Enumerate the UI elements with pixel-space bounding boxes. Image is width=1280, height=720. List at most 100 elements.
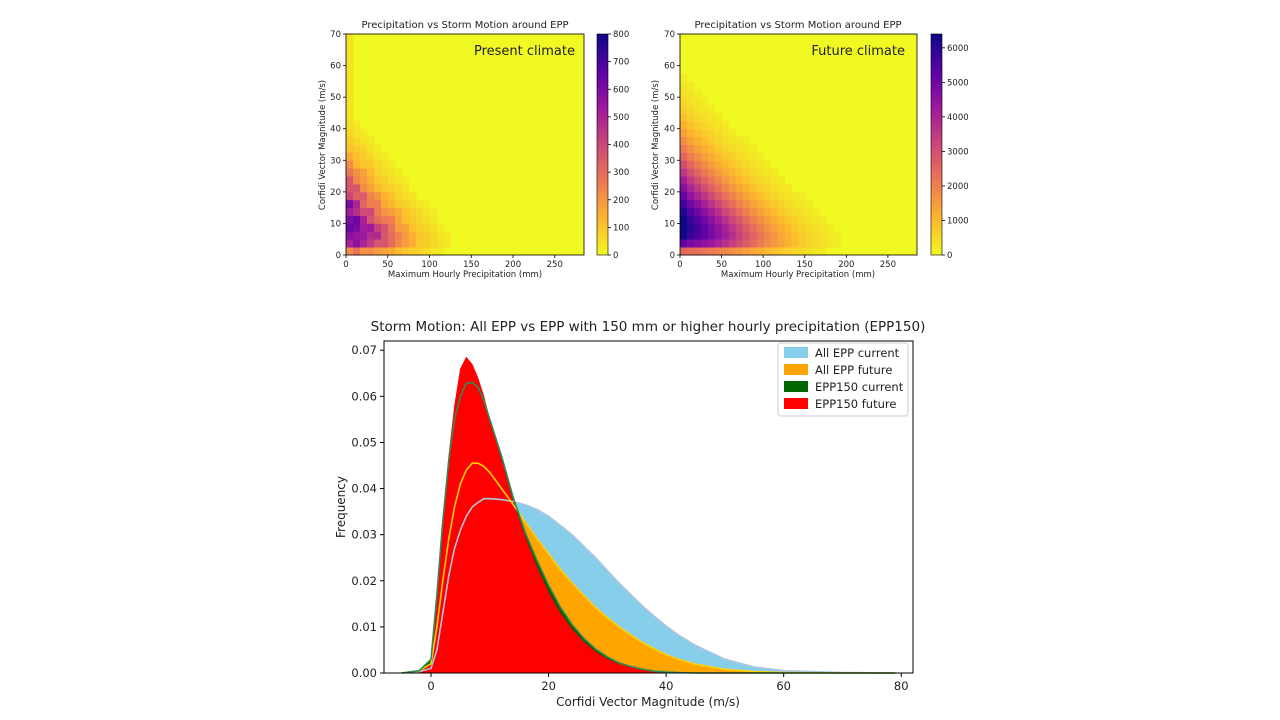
heatmap-xtick-label: 150	[463, 260, 479, 270]
heatmap-cell	[707, 199, 716, 209]
heatmap-cell	[742, 168, 751, 177]
heatmap-future-annotation: Future climate	[811, 44, 905, 59]
heatmap-cell	[735, 191, 744, 201]
heatmap-ytick-label: 40	[664, 125, 675, 135]
heatmap-cell	[826, 223, 834, 232]
heatmap-cell	[353, 239, 361, 248]
heatmap-cell	[430, 239, 438, 248]
heatmap-cell	[735, 183, 744, 193]
heatmap-future-frame	[679, 33, 918, 256]
heatmap-present: Precipitation vs Storm Motion around EPP…	[318, 20, 629, 280]
heatmap-cell	[693, 112, 702, 122]
heatmap-cell	[374, 144, 382, 153]
heatmap-cell	[680, 223, 688, 232]
heatmap-cell	[707, 160, 716, 169]
colorbar-tick-label: 0	[613, 251, 618, 261]
heatmap-cell	[409, 223, 417, 232]
heatmap-future: Precipitation vs Storm Motion around EPP…	[651, 20, 969, 280]
heatmap-cell	[346, 152, 354, 161]
heatmap-cell	[346, 128, 354, 137]
heatmap-cell	[367, 168, 375, 177]
heatmap-cell	[360, 168, 368, 177]
heatmap-cell	[360, 247, 368, 256]
heatmap-cell	[367, 183, 375, 193]
heatmap-cell	[686, 176, 695, 185]
heatmap-cell	[374, 223, 382, 232]
heatmap-cell	[728, 199, 737, 209]
heatmap-cell	[680, 128, 688, 137]
legend-swatch-3	[784, 398, 808, 409]
heatmap-cell	[805, 239, 813, 248]
heatmap-cell	[770, 176, 778, 185]
heatmap-cell	[742, 199, 751, 209]
heatmap-cell	[388, 183, 396, 193]
legend-label-3: EPP150 future	[815, 397, 896, 411]
heatmap-cell	[686, 128, 695, 137]
heatmap-cell	[756, 247, 765, 256]
heatmap-cell	[735, 144, 744, 153]
heatmap-cell	[700, 191, 709, 201]
distribution-xtick-label: 60	[776, 679, 791, 693]
heatmap-cell	[346, 231, 354, 240]
heatmap-future-yticks: 0 10 20 30 40 50 60 70	[664, 30, 680, 261]
distribution-ytick-label: 0.07	[351, 343, 377, 357]
colorbar-tick-label: 1000	[947, 216, 969, 226]
heatmap-cell	[707, 223, 716, 232]
heatmap-cell	[367, 199, 375, 209]
heatmap-cell	[763, 160, 772, 169]
heatmap-cell	[805, 231, 813, 240]
heatmap-cell	[735, 168, 744, 177]
heatmap-cell	[686, 168, 695, 177]
heatmap-cell	[381, 183, 389, 193]
heatmap-cell	[707, 120, 716, 130]
heatmap-cell	[784, 199, 792, 209]
heatmap-cell	[742, 247, 751, 256]
heatmap-cell	[700, 97, 709, 106]
heatmap-xtick-label: 50	[716, 260, 727, 270]
heatmap-cell	[680, 247, 688, 256]
heatmap-cell	[735, 199, 744, 209]
heatmap-cell	[805, 247, 813, 256]
heatmap-future-xticks: 0 50 100 150 200 250	[677, 255, 896, 270]
heatmap-cell	[742, 239, 751, 248]
heatmap-cell	[395, 215, 403, 224]
heatmap-cell	[777, 223, 785, 232]
heatmap-cell	[395, 183, 403, 193]
heatmap-ytick-label: 70	[664, 30, 675, 40]
heatmap-cell	[791, 199, 799, 209]
heatmap-cell	[700, 168, 709, 177]
heatmap-cell	[721, 144, 730, 153]
heatmap-cell	[798, 223, 806, 232]
heatmap-cell	[735, 247, 744, 256]
heatmap-cell	[721, 247, 730, 256]
heatmap-cell	[742, 207, 751, 216]
heatmap-cell	[812, 207, 820, 216]
heatmap-cell	[686, 120, 695, 130]
heatmap-cell	[742, 231, 751, 240]
heatmap-cell	[686, 239, 695, 248]
heatmap-cell	[742, 223, 751, 232]
heatmap-cell	[423, 231, 431, 240]
heatmap-cell	[367, 247, 375, 256]
heatmap-future-xlabel: Maximum Hourly Precipitation (mm)	[721, 270, 875, 280]
heatmap-cell	[791, 191, 799, 201]
heatmap-cell	[388, 215, 396, 224]
heatmap-cell	[798, 207, 806, 216]
heatmap-xtick-label: 0	[677, 260, 682, 270]
heatmap-cell	[346, 191, 354, 201]
distribution-xtick-label: 0	[427, 679, 434, 693]
colorbar-tick-label: 2000	[947, 182, 969, 192]
heatmap-cell	[812, 239, 820, 248]
heatmap-cell	[721, 128, 730, 137]
heatmap-cell	[680, 239, 688, 248]
heatmap-cell	[763, 239, 772, 248]
heatmap-cell	[770, 231, 778, 240]
heatmap-cell	[367, 207, 375, 216]
heatmap-cell	[353, 144, 361, 153]
heatmap-cell	[686, 160, 695, 169]
heatmap-cell	[728, 183, 737, 193]
heatmap-cell	[721, 191, 730, 201]
heatmap-cell	[714, 160, 723, 169]
heatmap-cell	[763, 223, 772, 232]
heatmap-cell	[693, 191, 702, 201]
